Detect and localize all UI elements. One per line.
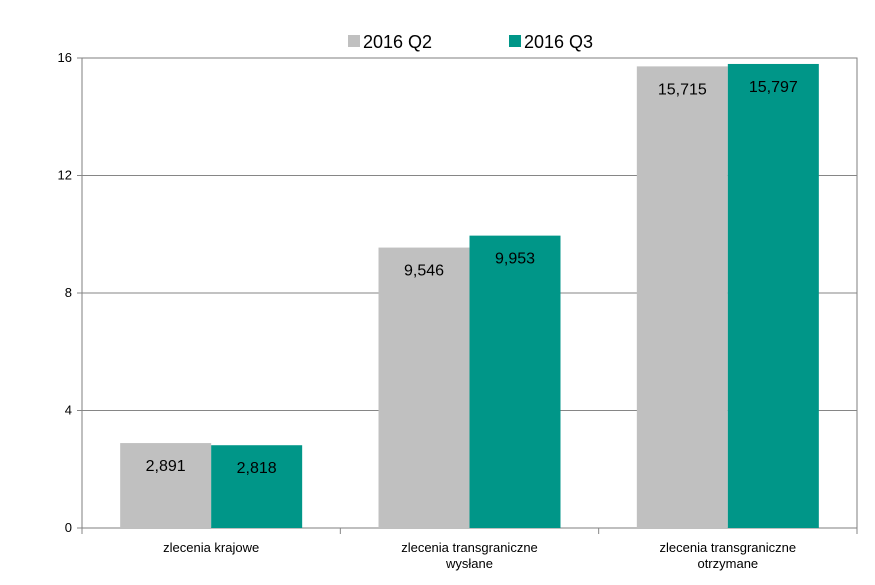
legend-label: 2016 Q3 — [524, 32, 593, 52]
legend-swatch — [348, 35, 360, 47]
bar-2016-q2 — [636, 66, 728, 528]
y-tick-label: 8 — [65, 285, 72, 300]
legend: 2016 Q2 2016 Q3 — [348, 32, 593, 52]
bar-2016-q2 — [120, 443, 212, 528]
bar-2016-q3 — [727, 63, 819, 528]
x-category-label: zlecenia transgraniczne — [401, 540, 538, 555]
x-category-label: zlecenia krajowe — [163, 540, 259, 555]
axes: 0 4 8 12 16 — [58, 50, 858, 535]
y-tick-label: 4 — [65, 403, 72, 418]
labels: zlecenia krajowe 2,891 2,818 zlecenia trans… — [146, 79, 798, 571]
data-label: 15,715 — [658, 81, 707, 98]
data-label: 9,953 — [495, 251, 535, 268]
x-category-label: wysłane — [445, 556, 493, 571]
data-label: 9,546 — [404, 263, 444, 280]
data-label: 2,891 — [146, 458, 186, 475]
legend-swatch — [509, 35, 521, 47]
data-label: 2,818 — [237, 460, 277, 477]
bar-2016-q3 — [469, 235, 561, 529]
bar-2016-q2 — [378, 247, 470, 528]
y-tick-label: 0 — [65, 520, 72, 535]
x-category-label: zlecenia transgraniczne — [660, 540, 797, 555]
bars — [120, 63, 819, 529]
bar-2016-q3 — [211, 445, 303, 528]
y-tick-label: 16 — [58, 50, 72, 65]
x-category-label: otrzymane — [697, 556, 758, 571]
legend-label: 2016 Q2 — [363, 32, 432, 52]
y-tick-label: 12 — [58, 168, 72, 183]
data-label: 15,797 — [749, 79, 798, 96]
